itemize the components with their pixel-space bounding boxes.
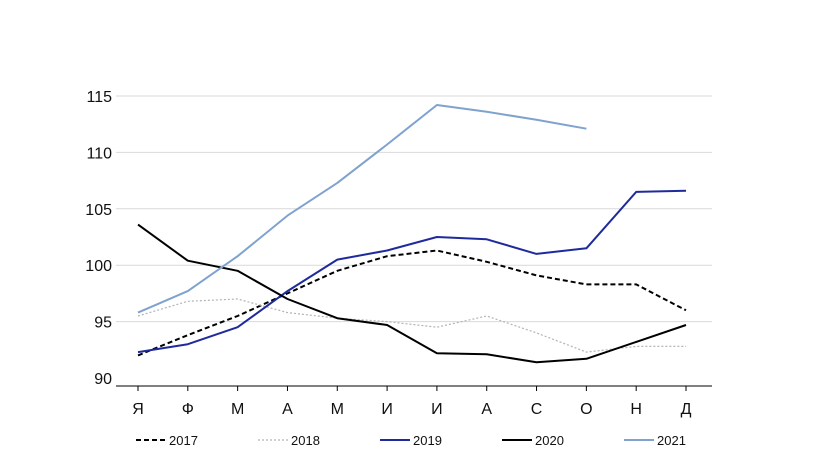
series-line-2018 (137, 298, 686, 353)
series-line-2017 (137, 249, 687, 357)
series-lines (137, 104, 687, 364)
x-tick-label: И (381, 401, 393, 418)
x-tick-label: М (231, 401, 244, 418)
axes: 90 95 100 105 110 115 Я Ф М А М И И А С О Н Д (85, 89, 712, 418)
x-tick-label: М (331, 401, 344, 418)
gridlines (116, 95, 712, 323)
x-tick-label: И (431, 401, 443, 418)
x-tick-label: А (282, 401, 293, 418)
legend-label-2017: 2017 (169, 433, 198, 448)
legend-label-2019: 2019 (413, 433, 442, 448)
series-line-2019 (137, 189, 687, 354)
y-tick-label: 105 (85, 202, 112, 219)
x-tick-label: О (580, 401, 592, 418)
x-tick-label: А (481, 401, 492, 418)
y-tick-label: 90 (94, 371, 112, 388)
series-line-2020 (137, 223, 687, 364)
x-tick-label: С (531, 401, 543, 418)
x-tick-label: Я (132, 401, 144, 418)
x-tick-label: Н (630, 401, 642, 418)
series-line-2021 (137, 104, 587, 314)
x-tick-label: Ф (182, 401, 194, 418)
x-tick-label: Д (681, 401, 692, 418)
legend-label-2021: 2021 (657, 433, 686, 448)
legend-label-2020: 2020 (535, 433, 564, 448)
y-tick-label: 110 (86, 145, 112, 162)
y-tick-label: 100 (85, 258, 112, 275)
legend: 2017 2018 2019 2020 2021 (136, 433, 686, 448)
legend-label-2018: 2018 (291, 433, 320, 448)
y-tick-label: 115 (86, 89, 112, 106)
y-tick-label: 95 (94, 315, 112, 332)
